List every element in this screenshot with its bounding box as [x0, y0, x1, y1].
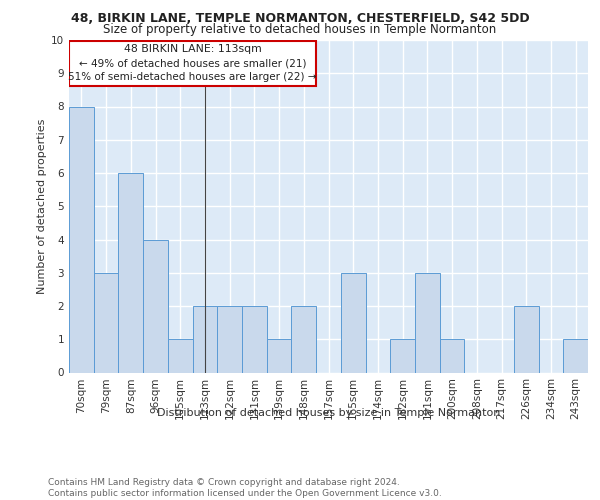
Bar	[69, 106, 94, 372]
Bar	[415, 273, 440, 372]
Bar	[217, 306, 242, 372]
Text: Size of property relative to detached houses in Temple Normanton: Size of property relative to detached ho…	[103, 22, 497, 36]
Bar	[514, 306, 539, 372]
Bar	[168, 339, 193, 372]
Text: ← 49% of detached houses are smaller (21): ← 49% of detached houses are smaller (21…	[79, 58, 307, 68]
Bar	[242, 306, 267, 372]
Bar	[193, 306, 217, 372]
Y-axis label: Number of detached properties: Number of detached properties	[37, 118, 47, 294]
Bar	[390, 339, 415, 372]
Text: Contains HM Land Registry data © Crown copyright and database right 2024.
Contai: Contains HM Land Registry data © Crown c…	[48, 478, 442, 498]
Bar	[440, 339, 464, 372]
Bar	[341, 273, 365, 372]
Text: 48 BIRKIN LANE: 113sqm: 48 BIRKIN LANE: 113sqm	[124, 44, 262, 54]
Bar	[143, 240, 168, 372]
Bar	[94, 273, 118, 372]
Text: Distribution of detached houses by size in Temple Normanton: Distribution of detached houses by size …	[157, 408, 500, 418]
Text: 51% of semi-detached houses are larger (22) →: 51% of semi-detached houses are larger (…	[68, 72, 317, 82]
Text: 48, BIRKIN LANE, TEMPLE NORMANTON, CHESTERFIELD, S42 5DD: 48, BIRKIN LANE, TEMPLE NORMANTON, CHEST…	[71, 12, 529, 26]
FancyBboxPatch shape	[70, 40, 316, 86]
Bar	[118, 173, 143, 372]
Bar	[292, 306, 316, 372]
Bar	[267, 339, 292, 372]
Bar	[563, 339, 588, 372]
